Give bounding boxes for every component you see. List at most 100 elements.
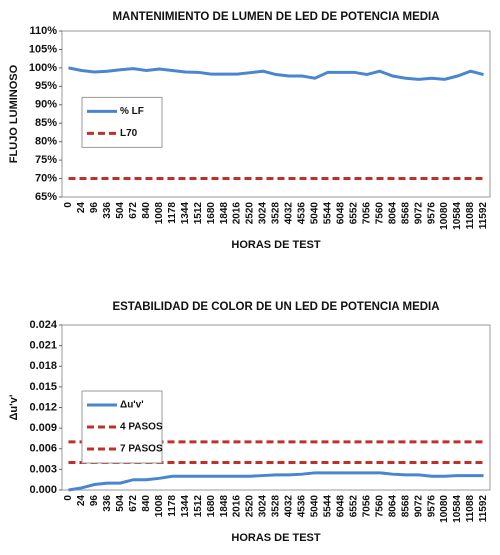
legend-label: 7 PASOS bbox=[120, 444, 163, 455]
y-axis-label: FLUJO LUMINOSO bbox=[8, 64, 20, 163]
y-tick-label: 0.012 bbox=[29, 401, 57, 413]
x-tick-label: 6552 bbox=[348, 495, 359, 518]
series-line bbox=[68, 66, 484, 81]
x-tick-label: 1680 bbox=[206, 495, 217, 518]
x-tick-label: 11088 bbox=[465, 495, 476, 523]
x-tick-label: 0 bbox=[63, 495, 74, 501]
y-tick-label: 65% bbox=[35, 191, 57, 203]
y-tick-label: 105% bbox=[29, 43, 57, 55]
x-tick-label: 504 bbox=[115, 495, 126, 512]
x-tick-label: 4032 bbox=[284, 202, 295, 225]
legend-label: % LF bbox=[120, 106, 144, 117]
series-line bbox=[68, 471, 484, 492]
x-tick-label: 1008 bbox=[154, 495, 165, 518]
y-tick-label: 80% bbox=[35, 136, 57, 148]
x-tick-label: 1008 bbox=[154, 202, 165, 225]
x-tick-label: 2520 bbox=[245, 202, 256, 225]
x-tick-label: 1178 bbox=[167, 495, 178, 517]
x-tick-label: 7560 bbox=[374, 495, 385, 518]
legend-label: Δu'v' bbox=[120, 400, 144, 411]
x-tick-label: 7560 bbox=[374, 202, 385, 225]
y-tick-label: 100% bbox=[29, 62, 57, 74]
x-tick-label: 5040 bbox=[310, 202, 321, 225]
x-tick-label: 2520 bbox=[245, 495, 256, 518]
x-tick-label: 1848 bbox=[219, 495, 230, 518]
x-tick-label: 4536 bbox=[297, 495, 308, 518]
x-tick-label: 6048 bbox=[335, 202, 346, 225]
x-tick-label: 1512 bbox=[193, 495, 204, 518]
x-tick-label: 8064 bbox=[387, 495, 398, 518]
legend: Δu'v' 4 PASOS 7 PASOS bbox=[81, 390, 163, 464]
legend-label: 4 PASOS bbox=[120, 422, 163, 433]
x-tick-label: 5544 bbox=[323, 495, 334, 518]
y-tick-label: 70% bbox=[35, 172, 57, 184]
y-tick-label: 0.009 bbox=[29, 422, 57, 434]
legend: % LF L70 bbox=[81, 96, 163, 148]
x-tick-label: 8568 bbox=[400, 495, 411, 518]
plot-area bbox=[61, 30, 491, 198]
x-tick-label: 7056 bbox=[361, 202, 372, 225]
x-tick-label: 1512 bbox=[193, 202, 204, 225]
y-tick-label: 0.021 bbox=[29, 340, 57, 352]
x-tick-label: 8568 bbox=[400, 202, 411, 225]
x-tick-label: 2016 bbox=[232, 495, 243, 518]
y-tick-label: 90% bbox=[35, 99, 57, 111]
x-tick-label: 24 bbox=[76, 495, 87, 507]
y-tick-label: 0.000 bbox=[29, 484, 57, 496]
x-tick-label: 1344 bbox=[180, 202, 191, 225]
x-tick-label: 9576 bbox=[426, 202, 437, 225]
y-tick-label: 0.006 bbox=[29, 443, 57, 455]
x-tick-label: 3528 bbox=[271, 202, 282, 225]
x-tick-label: 4032 bbox=[284, 495, 295, 518]
chart-title: MANTENIMIENTO DE LUMEN DE LED DE POTENCI… bbox=[112, 11, 439, 23]
x-tick-label: 9072 bbox=[413, 495, 424, 518]
y-tick-label: 85% bbox=[35, 117, 57, 129]
x-tick-label: 5040 bbox=[310, 495, 321, 518]
x-tick-label: 96 bbox=[89, 202, 100, 214]
x-tick-label: 6048 bbox=[335, 495, 346, 518]
x-tick-label: 10080 bbox=[439, 202, 450, 230]
x-tick-label: 11088 bbox=[465, 202, 476, 230]
y-tick-label: 0.018 bbox=[29, 360, 57, 372]
chart-title: ESTABILIDAD DE COLOR DE UN LED DE POTENC… bbox=[112, 301, 439, 313]
x-tick-label: 504 bbox=[115, 202, 126, 219]
legend-box bbox=[81, 96, 163, 148]
x-tick-label: 6552 bbox=[348, 202, 359, 225]
y-tick-label: 75% bbox=[35, 154, 57, 166]
x-tick-label: 2016 bbox=[232, 202, 243, 225]
x-tick-label: 24 bbox=[76, 202, 87, 214]
x-tick-label: 840 bbox=[141, 495, 152, 512]
x-tick-label: 1178 bbox=[167, 202, 178, 224]
x-tick-label: 1344 bbox=[180, 495, 191, 518]
x-tick-label: 10584 bbox=[452, 202, 463, 230]
y-tick-label: 0.003 bbox=[29, 463, 57, 475]
x-tick-label: 11592 bbox=[478, 495, 489, 523]
x-tick-label: 672 bbox=[128, 202, 139, 219]
x-tick-label: 10080 bbox=[439, 495, 450, 523]
x-tick-label: 96 bbox=[89, 495, 100, 507]
x-axis-label: HORAS DE TEST bbox=[231, 239, 321, 251]
x-tick-label: 5544 bbox=[323, 202, 334, 225]
y-tick-label: 110% bbox=[29, 25, 57, 37]
x-tick-label: 8064 bbox=[387, 202, 398, 225]
x-tick-label: 3024 bbox=[258, 202, 269, 225]
x-tick-label: 9576 bbox=[426, 495, 437, 518]
x-tick-label: 336 bbox=[102, 202, 113, 219]
y-axis-label: Δu'v' bbox=[8, 394, 20, 420]
x-tick-label: 1848 bbox=[219, 202, 230, 225]
x-tick-label: 336 bbox=[102, 495, 113, 512]
legend-box bbox=[81, 390, 163, 464]
x-tick-label: 3528 bbox=[271, 495, 282, 518]
x-tick-label: 9072 bbox=[413, 202, 424, 225]
x-tick-label: 1680 bbox=[206, 202, 217, 225]
x-tick-label: 7056 bbox=[361, 495, 372, 518]
y-tick-label: 0.024 bbox=[29, 319, 57, 331]
x-tick-label: 3024 bbox=[258, 495, 269, 518]
x-tick-label: 4536 bbox=[297, 202, 308, 225]
x-tick-label: 0 bbox=[63, 202, 74, 208]
x-tick-label: 10584 bbox=[452, 495, 463, 523]
legend-label: L70 bbox=[120, 128, 138, 139]
x-tick-label: 840 bbox=[141, 202, 152, 219]
y-tick-label: 95% bbox=[35, 80, 57, 92]
